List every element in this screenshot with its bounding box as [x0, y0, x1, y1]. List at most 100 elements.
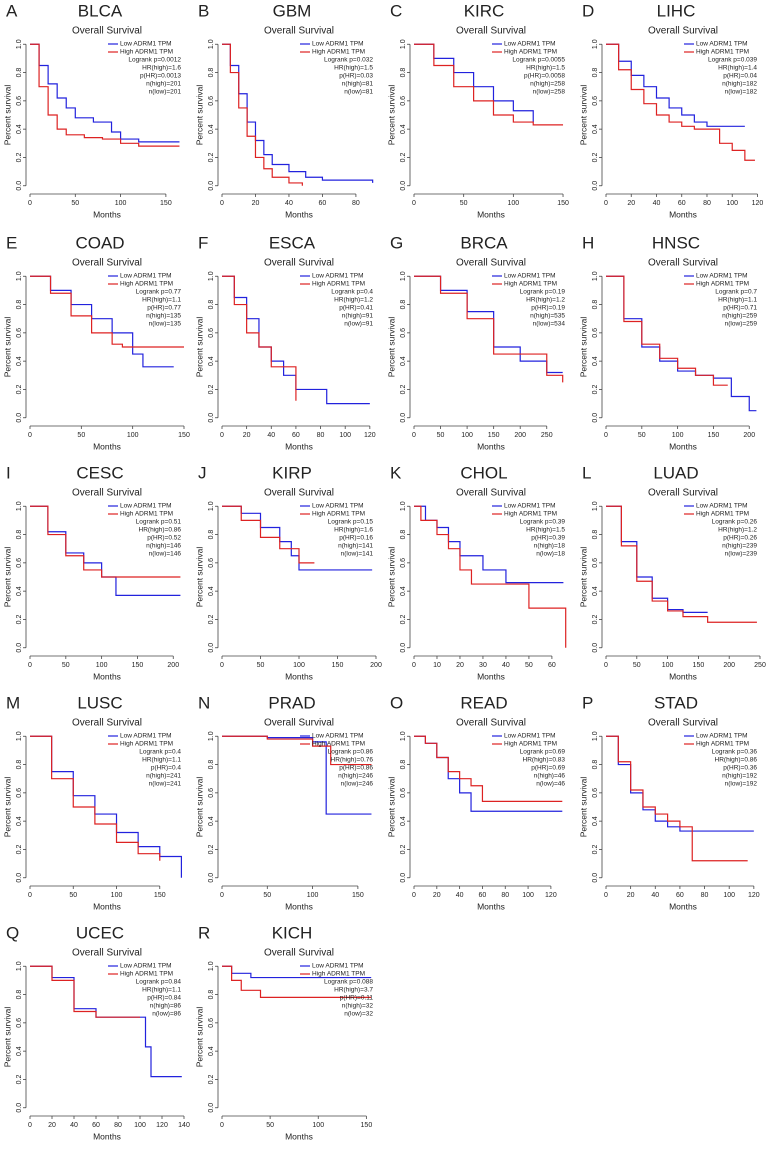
y-tick-label: 0.8	[400, 530, 407, 540]
x-tick-label: 0	[604, 432, 608, 439]
x-axis-label: Months	[477, 671, 505, 681]
y-axis-label: Percent survival	[2, 777, 12, 838]
y-axis-label: Percent survival	[386, 777, 396, 838]
legend-label: High ADRM1 TPM	[312, 741, 365, 748]
stat-annotation: n(high)=239	[722, 543, 757, 550]
legend-label: High ADRM1 TPM	[312, 281, 365, 288]
y-tick-label: 0.4	[208, 816, 215, 826]
cancer-name: LIHC	[657, 1, 696, 20]
y-tick-label: 0.4	[400, 124, 407, 134]
stat-annotation: p(HR)=0.26	[723, 535, 757, 542]
x-tick-label: 50	[460, 200, 468, 207]
survival-curve	[30, 275, 174, 368]
x-tick-label: 0	[220, 662, 224, 669]
x-axis-label: Months	[669, 671, 697, 681]
legend-label: Low ADRM1 TPM	[120, 273, 172, 280]
x-tick-label: 100	[127, 432, 139, 439]
x-tick-label: 20	[433, 892, 441, 899]
panel-letter: F	[198, 233, 208, 252]
stat-annotation: n(high)=146	[146, 543, 181, 550]
cancer-name: KICH	[272, 923, 313, 942]
x-tick-label: 80	[352, 200, 360, 207]
y-tick-label: 0.6	[400, 558, 407, 568]
legend-label: Low ADRM1 TPM	[504, 41, 556, 48]
stat-annotation: HR(high)=0.76	[331, 757, 374, 764]
stat-annotation: n(high)=259	[722, 313, 757, 320]
x-tick-label: 20	[627, 200, 635, 207]
y-tick-label: 0.0	[208, 181, 215, 191]
x-tick-label: 60	[92, 1122, 100, 1129]
legend-label: Low ADRM1 TPM	[504, 273, 556, 280]
y-tick-label: 0.2	[592, 384, 599, 394]
chart-title: Overall Survival	[648, 258, 718, 269]
y-tick-label: 0.8	[16, 530, 23, 540]
y-tick-label: 0.6	[208, 558, 215, 568]
stat-annotation: n(high)=46	[534, 773, 566, 780]
stat-annotation: p(HR)=0.11	[340, 995, 374, 1002]
y-tick-label: 0.8	[208, 760, 215, 770]
legend-label: Low ADRM1 TPM	[312, 503, 364, 510]
y-tick-label: 0.0	[208, 413, 215, 423]
survival-curve	[606, 505, 757, 623]
y-tick-label: 0.2	[400, 152, 407, 162]
survival-curve	[606, 735, 748, 862]
y-tick-label: 1.0	[400, 39, 407, 49]
stat-annotation: HR(high)=1.6	[334, 527, 373, 534]
y-tick-label: 0.8	[208, 300, 215, 310]
x-tick-label: 50	[71, 200, 79, 207]
stat-annotation: n(low)=246	[341, 781, 374, 788]
stat-annotation: Logrank p=0.19	[520, 289, 566, 296]
x-tick-label: 50	[77, 432, 85, 439]
x-tick-label: 120	[752, 200, 764, 207]
stat-annotation: n(low)=534	[533, 321, 566, 328]
stat-annotation: HR(high)=1.2	[526, 297, 565, 304]
y-tick-label: 0.8	[400, 68, 407, 78]
cancer-name: UCEC	[76, 923, 124, 942]
y-axis-label: Percent survival	[194, 547, 204, 608]
chart-title: Overall Survival	[72, 258, 142, 269]
stat-annotation: Logrank p=0.7	[715, 289, 757, 296]
y-tick-label: 0.6	[592, 558, 599, 568]
survival-curve	[30, 43, 180, 143]
y-tick-label: 0.8	[592, 68, 599, 78]
stat-annotation: n(high)=182	[722, 81, 757, 88]
survival-curve	[414, 43, 564, 126]
y-tick-label: 1.0	[592, 271, 599, 281]
y-tick-label: 0.8	[208, 68, 215, 78]
legend-label: High ADRM1 TPM	[696, 511, 749, 518]
y-tick-label: 0.4	[208, 356, 215, 366]
x-axis-label: Months	[669, 441, 697, 451]
y-tick-label: 0.4	[208, 124, 215, 134]
y-tick-label: 0.6	[208, 96, 215, 106]
y-tick-label: 0.0	[400, 643, 407, 653]
stat-annotation: Logrank p=0.15	[328, 519, 374, 526]
stat-annotation: HR(high)=1.4	[718, 65, 757, 72]
stat-annotation: HR(high)=1.2	[334, 297, 373, 304]
stat-annotation: Logrank p=0.86	[328, 749, 374, 756]
x-tick-label: 0	[28, 662, 32, 669]
x-tick-label: 100	[339, 432, 351, 439]
stat-annotation: Logrank p=0.26	[712, 519, 758, 526]
y-tick-label: 0.4	[400, 356, 407, 366]
x-axis-label: Months	[285, 1131, 313, 1141]
y-tick-label: 0.8	[208, 990, 215, 1000]
y-tick-label: 0.4	[592, 124, 599, 134]
legend-label: High ADRM1 TPM	[120, 281, 173, 288]
survival-curve	[30, 965, 140, 1018]
x-tick-label: 80	[317, 432, 325, 439]
x-tick-label: 40	[285, 200, 293, 207]
x-tick-label: 100	[522, 892, 534, 899]
survival-curve	[222, 43, 303, 186]
y-tick-label: 0.6	[16, 558, 23, 568]
panel-letter: C	[390, 1, 402, 20]
x-tick-label: 0	[28, 892, 32, 899]
survival-curve	[222, 965, 372, 998]
x-axis-label: Months	[93, 901, 121, 911]
x-tick-label: 150	[488, 432, 500, 439]
stat-annotation: n(high)=18	[534, 543, 566, 550]
y-tick-label: 1.0	[592, 731, 599, 741]
y-tick-label: 1.0	[16, 731, 23, 741]
y-tick-label: 0.0	[400, 873, 407, 883]
x-tick-label: 0	[220, 1122, 224, 1129]
stat-annotation: n(high)=535	[530, 313, 565, 320]
